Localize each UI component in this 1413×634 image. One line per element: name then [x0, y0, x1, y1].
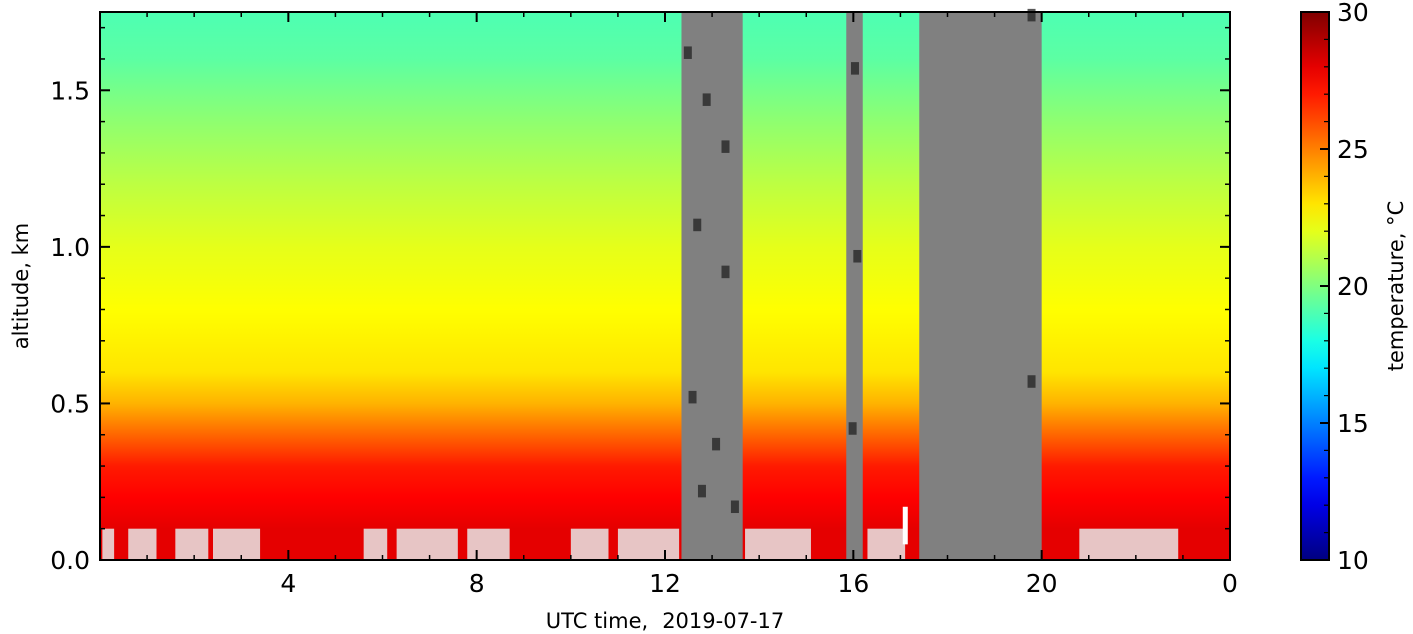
surface-patch: [102, 528, 115, 560]
no-data-gap: [681, 12, 743, 560]
x-tick-label: 4: [280, 569, 296, 598]
no-data-speck: [1027, 375, 1036, 388]
colorbar-tick-label: 20: [1337, 272, 1369, 301]
surface-spike: [902, 506, 908, 545]
no-data-speck: [683, 46, 692, 59]
no-data-speck: [702, 93, 711, 106]
surface-patch: [363, 528, 388, 560]
y-axis-label: altitude, km: [9, 223, 33, 350]
colorbar-tick-label: 10: [1337, 546, 1369, 575]
surface-patch: [128, 528, 157, 560]
colorbar-tick-label: 30: [1337, 0, 1369, 27]
no-data-speck: [693, 218, 702, 232]
x-axis-label: UTC time, 2019-07-17: [546, 609, 784, 633]
no-data-gap: [846, 12, 863, 560]
y-tick-label: 0.0: [50, 546, 90, 575]
y-axis-ticks: 0.0 0.5 1.0 1.5: [50, 26, 1230, 575]
x-axis-label-date: 2019-07-17: [662, 609, 784, 633]
x-tick-label: 8: [469, 569, 485, 598]
no-data-speck: [850, 62, 859, 75]
no-data-speck: [853, 249, 862, 263]
colorbar-tick-label: 15: [1337, 409, 1369, 438]
x-tick-label: 12: [649, 569, 681, 598]
no-data-speck: [848, 422, 857, 435]
surface-patch: [396, 528, 458, 560]
y-tick-label: 1.0: [50, 233, 90, 262]
plot-area: 4 8 12 16 20 0 0.0 0.5 1.0 1.5: [50, 8, 1238, 598]
surface-patch: [1079, 528, 1179, 560]
surface-patch: [745, 528, 811, 560]
colorbar: 10 15 20 25 30: [1300, 0, 1369, 575]
x-tick-label: 16: [837, 569, 869, 598]
colorbar-ticks: 10 15 20 25 30: [1320, 0, 1369, 575]
no-data-gaps: [681, 8, 1042, 560]
colorbar-label: temperature, °C: [1384, 201, 1408, 372]
x-axis-label-prefix: UTC time,: [546, 609, 648, 633]
x-tick-label: 20: [1026, 569, 1058, 598]
surface-patch: [570, 528, 609, 560]
no-data-speck: [721, 140, 730, 153]
no-data-speck: [688, 390, 697, 404]
surface-patch: [867, 528, 906, 560]
no-data-gap: [919, 12, 1042, 560]
surface-patch: [467, 528, 510, 560]
x-tick-label: 0: [1222, 569, 1238, 598]
no-data-speck: [697, 484, 706, 498]
heatmap-field: [100, 12, 1230, 560]
surface-layer: [102, 506, 1179, 560]
no-data-speck: [1027, 8, 1036, 22]
surface-patch: [617, 528, 680, 560]
surface-patch: [175, 528, 209, 560]
surface-patch: [213, 528, 261, 560]
x-axis-ticks: 4 8 12 16 20 0: [146, 12, 1238, 598]
no-data-speck: [730, 500, 739, 514]
y-tick-label: 0.5: [50, 389, 90, 418]
no-data-speck: [712, 437, 721, 451]
no-data-speck: [721, 265, 730, 279]
colorbar-tick-label: 25: [1337, 135, 1369, 164]
y-tick-label: 1.5: [50, 76, 90, 105]
